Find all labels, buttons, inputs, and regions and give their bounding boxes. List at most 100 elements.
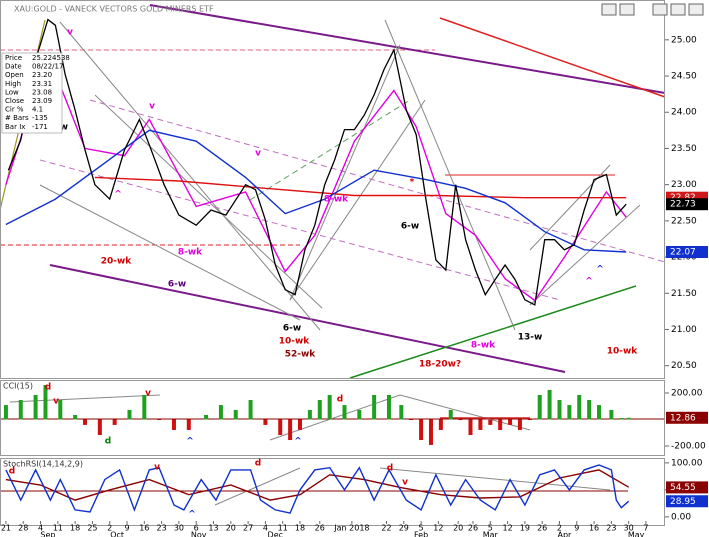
value-badge-label: 22.82 (670, 193, 696, 203)
pane-title: CCI(15) (3, 382, 33, 391)
y-tick-label: 23.00 (671, 180, 697, 190)
x-tick-label: 11 (53, 524, 63, 533)
value-badge (666, 198, 708, 211)
x-tick-label: 4 (263, 524, 268, 533)
trend-line (39, 184, 301, 321)
annotation: 52-wk (285, 350, 317, 360)
y-tick-label: 25.00 (671, 35, 697, 45)
cci-bar (537, 394, 542, 420)
chart-title: XAU:GOLD - VANECK VECTORS GOLD MINERS ET… (14, 5, 214, 14)
cci-bar (372, 394, 377, 420)
trend-line (289, 99, 426, 301)
cci-bar (458, 419, 463, 421)
info-label: Date (5, 63, 22, 71)
cci-bar (204, 414, 209, 420)
cci-bar (626, 417, 631, 420)
annotation: v (53, 397, 59, 407)
annotation: 10-wk (607, 347, 639, 357)
value-badge-label: 22.07 (670, 248, 696, 258)
series-line (5, 469, 630, 501)
annotation: v (67, 28, 73, 38)
x-tick-label: 2 (107, 524, 112, 533)
annotation: 8-wk (178, 248, 203, 258)
cci-bar (58, 400, 63, 420)
cci-bar (248, 400, 253, 420)
info-value: 4.1 (32, 106, 43, 114)
info-value: 23.09 (32, 97, 52, 105)
x-tick-label: 20 (453, 524, 463, 533)
x-tick-label: 18 (295, 524, 305, 533)
cci-bar (517, 419, 522, 430)
window-button[interactable] (619, 3, 635, 16)
month-label: May (628, 531, 645, 537)
annotation: 13-w (518, 333, 543, 343)
x-tick-label: 28 (18, 524, 28, 533)
annotation: d (255, 459, 261, 469)
annotation: ^ (114, 190, 122, 200)
x-tick-label: 27 (243, 524, 253, 533)
cci-bar (597, 405, 602, 420)
x-tick-label: 29 (399, 524, 409, 533)
value-badge (666, 495, 708, 508)
trend-line (59, 21, 321, 331)
annotation: ^ (186, 437, 194, 447)
value-badge (666, 481, 708, 494)
cci-bar (488, 419, 493, 425)
cci-bar (508, 419, 513, 425)
cci-bar (609, 409, 614, 420)
annotation: ^ (188, 510, 196, 520)
x-tick-label: 26 (315, 524, 325, 533)
x-tick-label: 22 (381, 524, 391, 533)
cci-bar (386, 394, 391, 420)
cci-bar (83, 419, 88, 425)
cci-bar (357, 409, 362, 420)
series-line (5, 52, 627, 302)
cci-bar (557, 400, 562, 420)
cci-bar (478, 419, 483, 430)
cci-bar (342, 405, 347, 420)
y-tick-label: -200.00 (671, 441, 706, 451)
month-label: Mar (483, 531, 499, 537)
cci-bar (409, 419, 414, 421)
cci-bar (97, 419, 102, 435)
window-button[interactable] (601, 3, 617, 16)
value-badge-label: 28.95 (670, 497, 696, 507)
annotation: 18-20w? (419, 360, 461, 370)
channel-line (49, 264, 566, 373)
cci-bar (157, 419, 162, 421)
trend-line (349, 285, 637, 379)
pane-frame (0, 458, 665, 526)
x-tick-label: 5 (419, 524, 424, 533)
x-tick-label: 7 (643, 524, 648, 533)
trend-lines (0, 4, 666, 506)
cci-bar (298, 419, 303, 430)
window-button[interactable] (688, 3, 704, 16)
x-tick-label: 21 (1, 524, 11, 533)
cci-bar (263, 419, 268, 425)
window-button[interactable] (670, 3, 686, 16)
info-label: Open (5, 71, 24, 79)
month-label: Oct (110, 531, 124, 537)
x-tick-label: 2 (557, 524, 562, 533)
info-value: 23.08 (32, 88, 52, 96)
cci-bar (142, 394, 147, 420)
value-badge-label: 22.73 (670, 200, 696, 210)
x-tick-label: 23 (157, 524, 167, 533)
month-label: Nov (191, 531, 207, 537)
y-tick-label: 23.50 (671, 144, 697, 154)
info-box: Price 25.224538 Date 08/22/17 Open 23.20 High 2… (1, 52, 70, 134)
x-tick-label: 13 (208, 524, 218, 533)
cci-bar (527, 419, 532, 421)
cci-bar (619, 418, 624, 420)
value-badge (666, 411, 708, 424)
plot (3, 18, 631, 514)
annotation: 8-wk (324, 195, 349, 205)
value-badge (666, 246, 708, 258)
window-button[interactable] (652, 3, 668, 16)
annotation: d (337, 395, 343, 405)
y-tick-label: 21.50 (671, 289, 697, 299)
cci-bar (33, 394, 38, 420)
cci-bar (218, 405, 223, 420)
cci-bar (43, 385, 48, 420)
